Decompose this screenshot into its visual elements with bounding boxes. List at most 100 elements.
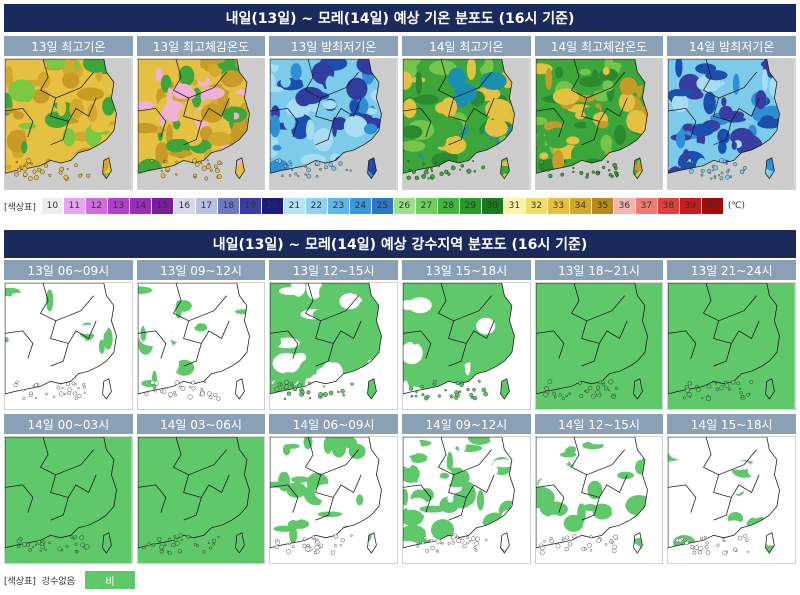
precip-panel-label: 14일 00~03시 (4, 414, 133, 434)
precipitation-map (534, 282, 664, 410)
legend-label: [색상표] (4, 576, 36, 587)
map-svg (5, 437, 132, 563)
legend-swatch: 25 (371, 198, 393, 214)
precip-label-row-2: 14일 00~03시 14일 03~06시 14일 06~09시 14일 09~… (4, 414, 797, 434)
legend-swatch: 40 (701, 198, 723, 214)
map-svg (5, 283, 132, 409)
map-svg (668, 59, 796, 189)
legend-swatch: 33 (547, 198, 569, 214)
map-svg (668, 283, 796, 409)
temp-panel-label: 13일 최고기온 (4, 36, 133, 56)
map-svg (270, 59, 398, 189)
precip-map-row-2 (4, 436, 797, 564)
precip-panel-label: 13일 09~12시 (136, 260, 266, 280)
legend-swatch: 10 (41, 198, 63, 214)
map-svg (137, 437, 265, 563)
temperature-map (136, 58, 266, 190)
map-svg (137, 283, 265, 409)
legend-unit: (℃) (727, 201, 746, 211)
map-svg (535, 283, 663, 409)
temp-panel-label: 13일 최고체감온도 (136, 36, 266, 56)
precip-panel-label: 13일 12~15시 (269, 260, 399, 280)
precipitation-map (269, 436, 399, 564)
temp-panel-label: 14일 최고체감온도 (534, 36, 664, 56)
temp-panel-label: 14일 최고기온 (402, 36, 531, 56)
precip-panel-label: 13일 06~09시 (4, 260, 133, 280)
precipitation-map (136, 436, 266, 564)
legend-swatch: 28 (437, 198, 459, 214)
legend-swatch: 22 (305, 198, 327, 214)
temperature-label-row: 13일 최고기온 13일 최고체감온도 13일 밤최저기온 14일 최고기온 1… (4, 36, 797, 56)
legend-swatch: 14 (129, 198, 151, 214)
legend-no-rain-label: 강수없음 (41, 576, 75, 587)
precip-panel-label: 14일 06~09시 (269, 414, 399, 434)
legend-swatch: 35 (591, 198, 613, 214)
temperature-map (269, 58, 399, 190)
temperature-map (534, 58, 664, 190)
legend-rain-swatch: 비 (85, 571, 135, 589)
legend-swatch: 13 (107, 198, 129, 214)
map-svg (668, 437, 796, 563)
legend-swatch: 23 (327, 198, 349, 214)
temp-panel-label: 14일 밤최저기온 (667, 36, 797, 56)
precip-panel-label: 13일 18~21시 (534, 260, 664, 280)
map-svg (403, 437, 530, 563)
legend-swatch: 27 (415, 198, 437, 214)
legend-swatch: 17 (195, 198, 217, 214)
map-svg (270, 437, 398, 563)
map-svg (5, 59, 132, 189)
legend-swatch: 18 (217, 198, 239, 214)
legend-label: [색상표] (4, 202, 36, 213)
precipitation-map (534, 436, 664, 564)
temperature-map (667, 58, 797, 190)
legend-swatch: 24 (349, 198, 371, 214)
precipitation-map (667, 436, 797, 564)
precipitation-legend: [색상표] 강수없음 비 (4, 570, 135, 590)
map-svg (403, 59, 530, 189)
map-svg (535, 437, 663, 563)
precipitation-map (136, 282, 266, 410)
legend-swatch: 15 (151, 198, 173, 214)
legend-swatches: 10 11 12 13 14 15 16 17 18 19 20 21 22 23 24 25 26 27 28 29… (41, 198, 724, 214)
precip-panel-label: 13일 15~18시 (402, 260, 531, 280)
precipitation-map (667, 282, 797, 410)
legend-swatch: 32 (525, 198, 547, 214)
legend-swatch: 34 (569, 198, 591, 214)
precip-panel-label: 14일 12~15시 (534, 414, 664, 434)
temperature-title: 내일(13일) ~ 모레(14일) 예상 기온 분포도 (16시 기준) (4, 4, 796, 32)
legend-swatch: 11 (63, 198, 85, 214)
legend-swatch: 37 (635, 198, 657, 214)
temperature-map (402, 58, 531, 190)
legend-swatch: 31 (503, 198, 525, 214)
precipitation-map (4, 436, 133, 564)
precipitation-map (402, 436, 531, 564)
precip-panel-label: 14일 15~18시 (667, 414, 797, 434)
legend-swatch: 29 (459, 198, 481, 214)
legend-swatch: 36 (613, 198, 635, 214)
legend-swatch: 19 (239, 198, 261, 214)
precipitation-title: 내일(13일) ~ 모레(14일) 예상 강수지역 분포도 (16시 기준) (4, 230, 796, 258)
legend-swatch: 39 (679, 198, 701, 214)
precipitation-map (269, 282, 399, 410)
legend-swatch: 30 (481, 198, 503, 214)
temperature-map-row (4, 58, 797, 190)
temperature-map (4, 58, 133, 190)
legend-swatch: 38 (657, 198, 679, 214)
map-svg (403, 283, 530, 409)
legend-swatch: 12 (85, 198, 107, 214)
legend-swatch: 21 (283, 198, 305, 214)
map-svg (270, 283, 398, 409)
legend-swatch: 26 (393, 198, 415, 214)
precip-panel-label: 14일 03~06시 (136, 414, 266, 434)
precip-map-row-1 (4, 282, 797, 410)
map-svg (535, 59, 663, 189)
precip-panel-label: 14일 09~12시 (402, 414, 531, 434)
precip-panel-label: 13일 21~24시 (667, 260, 797, 280)
precipitation-map (402, 282, 531, 410)
precip-label-row-1: 13일 06~09시 13일 09~12시 13일 12~15시 13일 15~… (4, 260, 797, 280)
temperature-legend: [색상표] 10 11 12 13 14 15 16 17 18 19 20 21 22 23 24 25 26… (4, 196, 745, 216)
legend-swatch: 16 (173, 198, 195, 214)
temp-panel-label: 13일 밤최저기온 (269, 36, 399, 56)
map-svg (137, 59, 265, 189)
legend-swatch: 20 (261, 198, 283, 214)
